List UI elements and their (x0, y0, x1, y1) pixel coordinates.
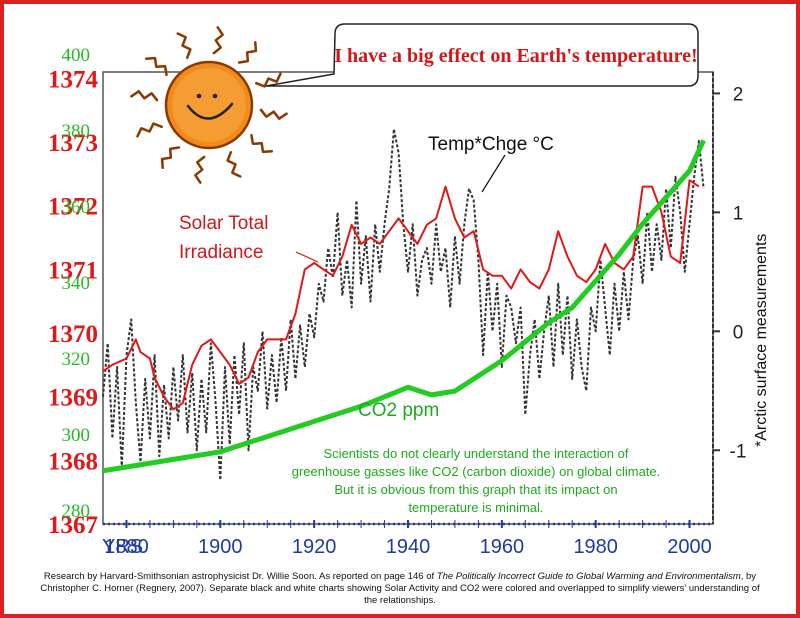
year-tick-label: 1980 (573, 536, 618, 558)
chart-title: I have a big effect on Earth's temperatu… (334, 45, 697, 67)
temp-tick-label: 0 (733, 322, 744, 343)
temp-label-pointer (481, 154, 506, 193)
co2-tick-label: 380 (62, 121, 91, 142)
year-tick-label: 1960 (480, 536, 525, 558)
caption: Research by Harvard-Smithsonian astrophy… (40, 571, 760, 607)
caption-suffix: , by Christopher C. Horner (Regnery, 200… (40, 571, 760, 606)
annotation-line: greenhouse gasses like CO2 (carbon dioxi… (292, 464, 661, 479)
caption-book-title: The Politically Incorrect Guide to Globa… (436, 571, 741, 582)
solar-tick-label: 1372 (48, 194, 98, 221)
year-tick-label: 1920 (292, 536, 337, 558)
temp-tick-label: -1 (730, 441, 747, 462)
solar-tick-label: 1371 (48, 257, 98, 284)
temperature-line (102, 128, 705, 481)
solar-tick-label: 1367 (48, 512, 98, 539)
year-tick-label: 1940 (386, 536, 431, 558)
solar-tick-label: 1373 (48, 130, 98, 157)
solar-tick-label: 1374 (48, 66, 99, 93)
caption-prefix: Research by Harvard-Smithsonian astrophy… (43, 571, 437, 582)
series-lines (102, 128, 706, 481)
sun-icon (130, 26, 288, 184)
solar-tick-label: 1369 (48, 385, 98, 412)
co2-tick-label: 400 (62, 45, 91, 66)
solar-axis-labels: 1367 1368 1369 1370 1371 1372 1373 1374 (48, 66, 99, 539)
temp-series-label: Temp*Chge °C (428, 134, 554, 155)
x-axis-label: YRS (102, 536, 143, 558)
solar-tick-label: 1368 (48, 448, 98, 475)
temp-axis-title: *Arctic surface measurements (753, 234, 770, 447)
annotation-line: temperature is minimal. (408, 500, 543, 515)
year-tick-marks (125, 520, 691, 528)
temp-tick-label: 1 (733, 203, 744, 224)
co2-tick-label: 300 (62, 425, 91, 446)
temp-tick-label: 2 (733, 84, 744, 105)
co2-axis-labels: 280 300 320 340 360 380 400 (62, 45, 91, 522)
speech-bubble (265, 23, 699, 87)
co2-line (102, 139, 706, 474)
solar-label-pointer (295, 251, 319, 263)
solar-series-label-line1: Solar Total (179, 213, 268, 234)
co2-tick-label: 320 (62, 349, 91, 370)
temp-axis-labels: -1 0 1 2 (713, 84, 746, 462)
solar-tick-label: 1370 (48, 321, 98, 348)
co2-tick-label: 360 (62, 197, 91, 218)
year-tick-label: 2000 (667, 536, 712, 558)
solar-series-label-line2: Irradiance (179, 242, 264, 263)
annotation-line: But it is obvious from this graph that i… (334, 482, 617, 497)
year-tick-label: 1880 (104, 536, 149, 558)
annotation-text: Scientists do not clearly understand the… (292, 446, 661, 515)
co2-tick-label: 280 (62, 501, 91, 522)
year-tick-labels: 1880 1900 1920 1940 1960 1980 2000 (104, 536, 712, 558)
year-tick-label: 1900 (198, 536, 243, 558)
annotation-line: Scientists do not clearly understand the… (324, 446, 629, 461)
solar-irradiance-line (102, 179, 700, 411)
co2-series-label: CO2 ppm (358, 400, 439, 421)
co2-tick-label: 340 (62, 273, 91, 294)
